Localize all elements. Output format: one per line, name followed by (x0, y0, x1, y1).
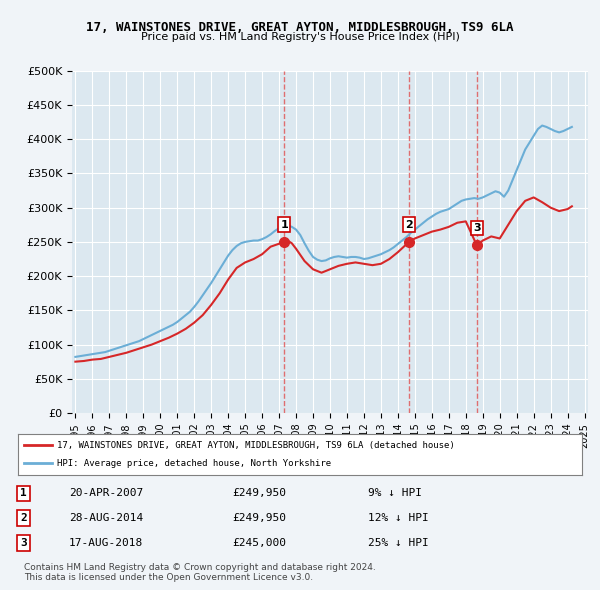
Text: HPI: Average price, detached house, North Yorkshire: HPI: Average price, detached house, Nort… (58, 459, 332, 468)
Text: Price paid vs. HM Land Registry's House Price Index (HPI): Price paid vs. HM Land Registry's House … (140, 32, 460, 42)
Text: 25% ↓ HPI: 25% ↓ HPI (368, 538, 428, 548)
Text: 9% ↓ HPI: 9% ↓ HPI (368, 489, 422, 499)
Text: 17, WAINSTONES DRIVE, GREAT AYTON, MIDDLESBROUGH, TS9 6LA (detached house): 17, WAINSTONES DRIVE, GREAT AYTON, MIDDL… (58, 441, 455, 450)
Text: £249,950: £249,950 (232, 513, 286, 523)
Text: This data is licensed under the Open Government Licence v3.0.: This data is licensed under the Open Gov… (24, 573, 313, 582)
Text: 28-AUG-2014: 28-AUG-2014 (69, 513, 143, 523)
Text: £249,950: £249,950 (232, 489, 286, 499)
Text: 20-APR-2007: 20-APR-2007 (69, 489, 143, 499)
Text: 1: 1 (280, 219, 288, 230)
Text: 1: 1 (20, 489, 27, 499)
Text: 3: 3 (473, 223, 481, 233)
Text: 12% ↓ HPI: 12% ↓ HPI (368, 513, 428, 523)
Text: 2: 2 (405, 219, 413, 230)
Text: 3: 3 (20, 538, 27, 548)
Text: 17-AUG-2018: 17-AUG-2018 (69, 538, 143, 548)
Text: Contains HM Land Registry data © Crown copyright and database right 2024.: Contains HM Land Registry data © Crown c… (24, 563, 376, 572)
Text: 17, WAINSTONES DRIVE, GREAT AYTON, MIDDLESBROUGH, TS9 6LA: 17, WAINSTONES DRIVE, GREAT AYTON, MIDDL… (86, 21, 514, 34)
Text: 2: 2 (20, 513, 27, 523)
Text: £245,000: £245,000 (232, 538, 286, 548)
